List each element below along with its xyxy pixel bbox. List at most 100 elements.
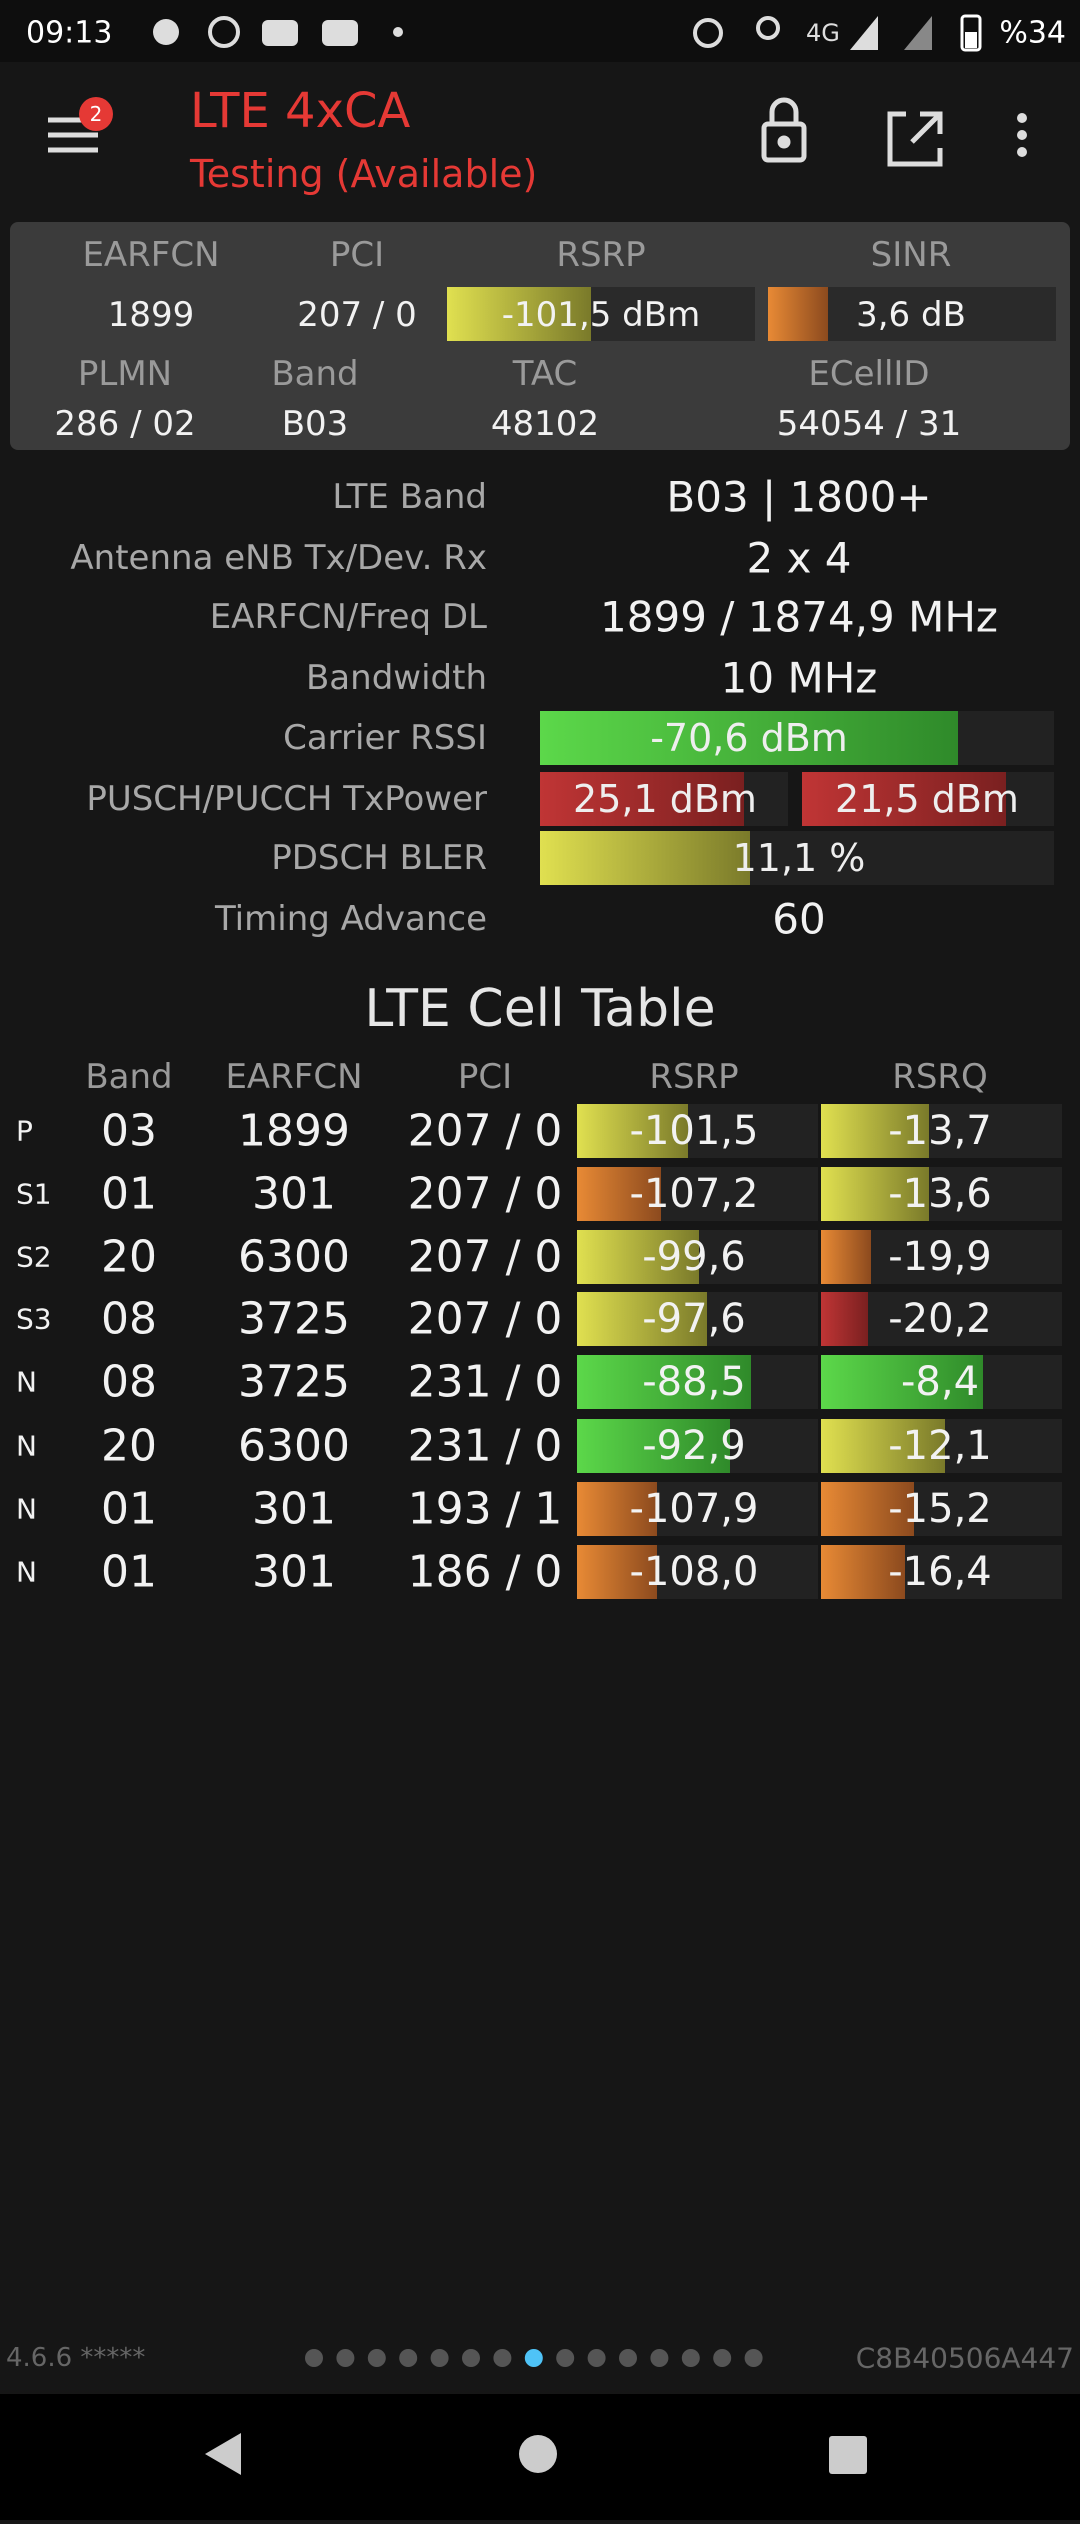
detail-value: 1899 / 1874,9 MHz (600, 592, 998, 642)
page-dot[interactable] (650, 2349, 669, 2367)
rsrp: -101,5 (629, 1108, 759, 1154)
detail-label: LTE Band (332, 477, 487, 517)
summary-value: 286 / 02 (54, 404, 196, 444)
page-dot[interactable] (399, 2349, 418, 2367)
cell-type: N (16, 1365, 37, 1399)
earfcn: 3725 (238, 1356, 350, 1408)
rsrp: -88,5 (642, 1359, 746, 1405)
pci: 231 / 0 (407, 1356, 563, 1408)
rsrq: -13,6 (888, 1171, 992, 1217)
cell-type: S2 (16, 1240, 52, 1274)
home-button[interactable] (519, 2435, 557, 2473)
column-header: PCI (457, 1057, 513, 1097)
earfcn: 3725 (238, 1293, 350, 1345)
battery: %34 (999, 15, 1066, 51)
band: 01 (101, 1546, 157, 1598)
column-header: RSRP (649, 1057, 739, 1097)
summary-value: 207 / 0 (297, 295, 417, 335)
page-dot[interactable] (305, 2349, 323, 2367)
rsrp-gauge (577, 1104, 818, 1158)
rsrp-gauge (447, 287, 755, 341)
rsrp-gauge (577, 1482, 818, 1536)
detail-value: 25,1 dBm (573, 777, 757, 821)
cell-type: S1 (16, 1177, 52, 1211)
summary-header: PLMN (77, 354, 173, 394)
app-bar-icons (48, 97, 1027, 167)
band: 03 (101, 1105, 157, 1157)
back-button[interactable] (205, 2433, 241, 2475)
rsrp-gauge (577, 1419, 818, 1473)
earfcn: 301 (252, 1483, 336, 1535)
detail-value: 60 (772, 894, 826, 944)
cell-type: S3 (16, 1302, 52, 1336)
detail-value: B03 | 1800+ (666, 472, 932, 522)
more-button[interactable] (1017, 113, 1027, 157)
pci: 207 / 0 (407, 1168, 563, 1220)
band: 20 (101, 1231, 157, 1283)
page-dot[interactable] (430, 2349, 449, 2367)
rsrq-gauge (821, 1167, 1062, 1221)
earfcn: 6300 (238, 1420, 350, 1472)
page-dot[interactable] (367, 2349, 386, 2367)
summary-header: Band (271, 354, 359, 394)
pusch-gauge (540, 772, 788, 826)
page-dot[interactable] (556, 2349, 575, 2367)
cell-type: N (16, 1555, 37, 1589)
rsrp-gauge (577, 1292, 818, 1346)
lock-button[interactable] (761, 97, 807, 163)
page-dot[interactable] (713, 2349, 732, 2367)
nav-bar (0, 2394, 1080, 2520)
page-dot[interactable] (493, 2349, 512, 2367)
detail-label: Antenna eNB Tx/Dev. Rx (70, 538, 487, 578)
rsrq: -15,2 (888, 1486, 992, 1532)
detail-label: EARFCN/Freq DL (209, 597, 487, 637)
summary-header: ECellID (808, 354, 930, 394)
column-header: RSRQ (892, 1057, 988, 1097)
summary-value: 54054 / 31 (776, 404, 962, 444)
band: 01 (101, 1483, 157, 1535)
cell-type: P (16, 1114, 33, 1148)
share-button[interactable] (887, 111, 943, 167)
rsrp: -97,6 (642, 1296, 746, 1342)
rsrp-gauge (577, 1545, 818, 1599)
rsrp-gauge (577, 1167, 818, 1221)
earfcn: 301 (252, 1168, 336, 1220)
rsrp-gauge (577, 1230, 818, 1284)
summary-header: SINR (870, 235, 952, 275)
page-dot[interactable] (744, 2349, 763, 2367)
pci: 207 / 0 (407, 1231, 563, 1283)
page-indicator (305, 2349, 763, 2367)
detail-value: -70,6 dBm (650, 716, 848, 760)
summary-header: RSRP (556, 235, 646, 275)
summary-value: B03 (281, 404, 349, 444)
band: 08 (101, 1356, 157, 1408)
rsrp: -107,2 (629, 1171, 759, 1217)
page-dot[interactable] (336, 2349, 355, 2367)
page-dot[interactable] (524, 2349, 543, 2367)
time: 09:13 (26, 15, 113, 51)
page-dot[interactable] (619, 2349, 637, 2367)
rssi-gauge (540, 711, 1054, 765)
page-dot[interactable] (462, 2349, 480, 2367)
detail-value: 11,1 % (732, 836, 866, 880)
rsrq: -12,1 (888, 1423, 992, 1469)
bler-gauge (540, 831, 1054, 885)
status-icons (153, 14, 982, 52)
page-dot[interactable] (681, 2349, 700, 2367)
rsrp: -99,6 (642, 1234, 746, 1280)
summary-header: TAC (512, 354, 578, 394)
rsrq-gauge (821, 1419, 1062, 1473)
pci: 207 / 0 (407, 1105, 563, 1157)
recents-button[interactable] (829, 2436, 867, 2474)
cell-type: N (16, 1429, 37, 1463)
rsrq-gauge (821, 1230, 1062, 1284)
rsrp: -107,9 (629, 1486, 759, 1532)
rsrq: -20,2 (888, 1296, 992, 1342)
summary-value: 1899 (107, 295, 195, 335)
detail-label: PDSCH BLER (271, 838, 487, 878)
rsrq-gauge (821, 1482, 1062, 1536)
earfcn: 301 (252, 1546, 336, 1598)
page-dot[interactable] (587, 2349, 606, 2367)
summary-value: 3,6 dB (856, 295, 966, 335)
